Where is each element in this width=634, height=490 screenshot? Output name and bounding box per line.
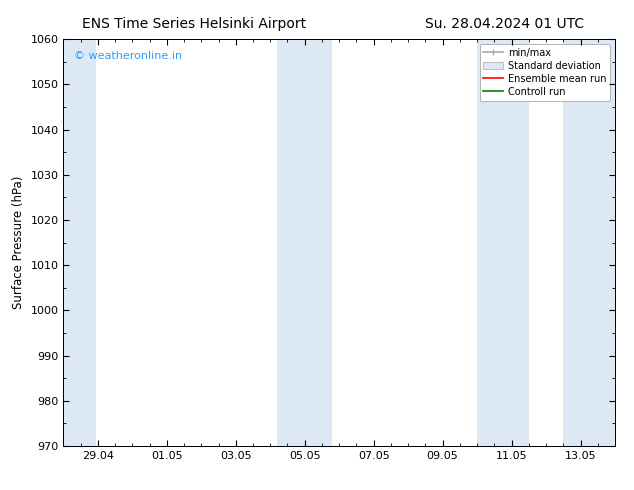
Bar [63, 39, 96, 446]
Text: ENS Time Series Helsinki Airport: ENS Time Series Helsinki Airport [82, 17, 307, 31]
Text: Su. 28.04.2024 01 UTC: Su. 28.04.2024 01 UTC [425, 17, 584, 31]
Bar [563, 39, 615, 446]
Bar [477, 39, 529, 446]
Y-axis label: Surface Pressure (hPa): Surface Pressure (hPa) [12, 176, 25, 309]
Legend: min/max, Standard deviation, Ensemble mean run, Controll run: min/max, Standard deviation, Ensemble me… [479, 44, 610, 100]
Bar [277, 39, 332, 446]
Text: © weatheronline.in: © weatheronline.in [74, 51, 183, 61]
